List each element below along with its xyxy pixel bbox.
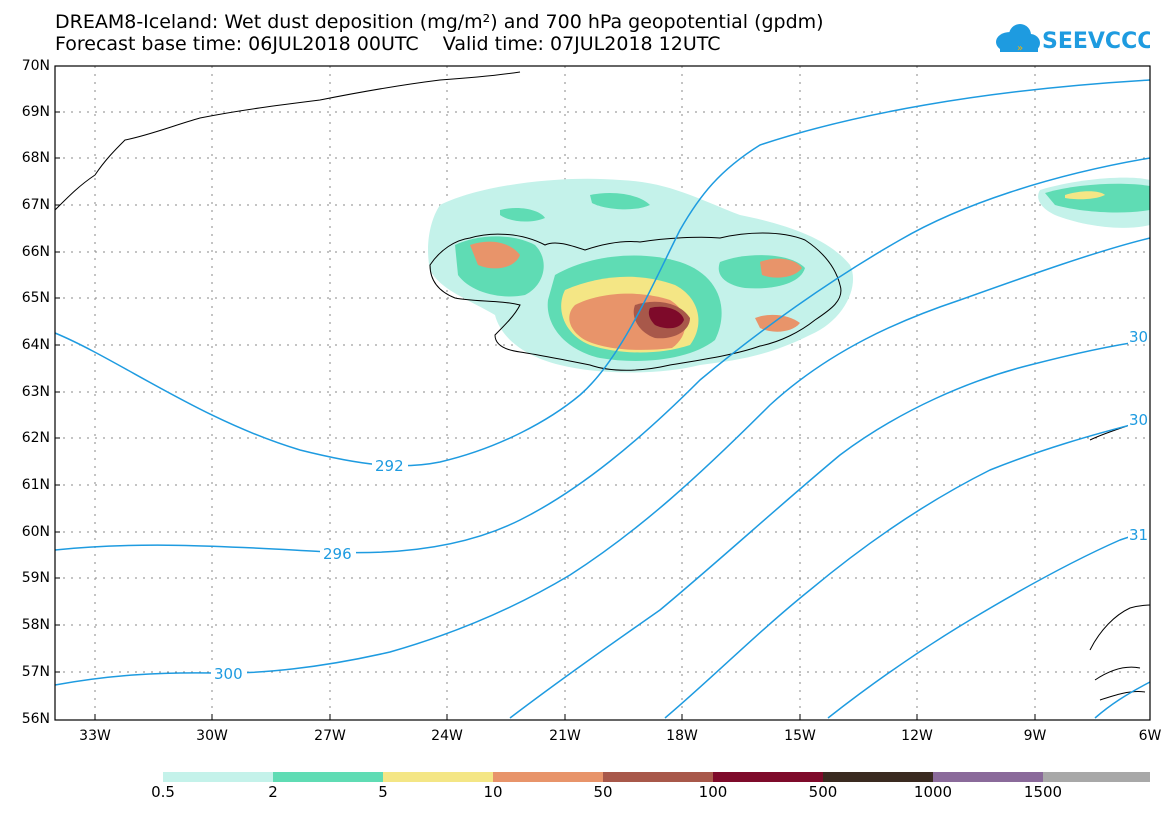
contour-label: 300 <box>214 665 243 683</box>
lat-label: 58N <box>21 617 50 633</box>
legend-label: 2 <box>268 783 278 801</box>
lat-label: 70N <box>21 58 50 74</box>
contour-labels: 292 296 300 30 30 31 <box>211 328 1150 683</box>
legend-label: 1000 <box>913 783 953 801</box>
lat-label: 68N <box>21 150 50 166</box>
lon-label: 9W <box>1023 728 1047 744</box>
lon-label: 33W <box>79 728 111 744</box>
coastlines <box>54 71 1151 701</box>
legend-swatch <box>823 772 933 782</box>
contour-label: 30 <box>1129 328 1148 346</box>
contour-label: 31 <box>1129 526 1148 544</box>
lat-label: 65N <box>21 290 50 306</box>
graticule <box>55 66 1150 720</box>
lon-label: 27W <box>314 728 346 744</box>
lat-label: 63N <box>21 384 50 400</box>
lon-label: 18W <box>666 728 698 744</box>
legend-label: 1500 <box>1023 783 1063 801</box>
geopotential-contours <box>54 79 1151 719</box>
lat-label: 62N <box>21 430 50 446</box>
chart-subtitle: Forecast base time: 06JUL2018 00UTC Vali… <box>55 33 721 55</box>
lat-label: 59N <box>21 570 50 586</box>
legend-swatch <box>603 772 713 782</box>
lat-label: 67N <box>21 197 50 213</box>
legend-label: 500 <box>808 783 838 801</box>
lon-label: 21W <box>549 728 581 744</box>
lat-label: 56N <box>21 711 50 727</box>
lon-label: 12W <box>901 728 933 744</box>
contour-label: 296 <box>323 545 352 563</box>
chart-title: DREAM8-Iceland: Wet dust deposition (mg/… <box>55 11 824 33</box>
lon-label: 6W <box>1138 728 1162 744</box>
contour-label: 292 <box>375 457 404 475</box>
legend-swatch <box>383 772 493 782</box>
axis-ticks <box>55 65 1036 720</box>
legend-label: 100 <box>698 783 728 801</box>
legend-label: 50 <box>593 783 613 801</box>
legend-swatch <box>933 772 1043 782</box>
legend-swatch <box>273 772 383 782</box>
legend-swatch <box>493 772 603 782</box>
dust-deposition-field <box>428 177 1150 373</box>
logo-text: SEEVCCC <box>1042 29 1150 54</box>
map-frame <box>54 65 1151 721</box>
contour-label: 30 <box>1129 411 1148 429</box>
lon-label: 24W <box>431 728 463 744</box>
legend-label: 10 <box>483 783 503 801</box>
lat-label: 69N <box>21 104 50 120</box>
svg-text:»: » <box>1017 43 1023 54</box>
cloud-icon: » <box>996 24 1040 54</box>
lat-label: 60N <box>21 524 50 540</box>
lat-label: 61N <box>21 477 50 493</box>
lon-label: 15W <box>784 728 816 744</box>
legend-label: 0.5 <box>151 783 175 801</box>
lat-label: 66N <box>21 244 50 260</box>
lat-label: 64N <box>21 337 50 353</box>
legend-swatch <box>713 772 823 782</box>
legend-label: 5 <box>378 783 388 801</box>
seevccc-logo: » SEEVCCC <box>996 24 1150 54</box>
lon-label: 30W <box>196 728 228 744</box>
lat-label: 57N <box>21 664 50 680</box>
legend-swatch <box>163 772 273 782</box>
legend-swatch <box>1043 772 1150 782</box>
